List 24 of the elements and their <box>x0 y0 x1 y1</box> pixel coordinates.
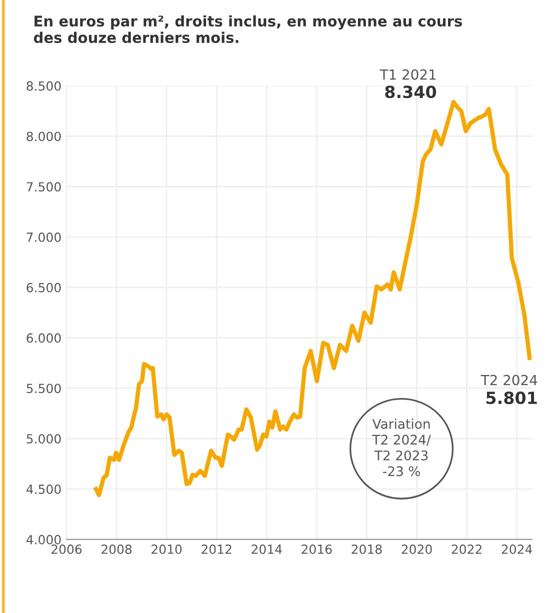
annotation: Variation T2 2024/ T2 2023 -23 % <box>372 418 431 476</box>
y-tick-label: 5.500 <box>26 384 61 394</box>
x-tick-label: 2008 <box>102 544 132 554</box>
y-tick-label: 7.000 <box>26 232 61 242</box>
x-tick-label: 2020 <box>402 544 432 554</box>
y-tick-label: 6.500 <box>26 282 61 292</box>
x-tick-label: 2022 <box>452 544 482 554</box>
x-tick-label: 2024 <box>502 544 532 554</box>
y-tick-label: 4.000 <box>26 534 61 544</box>
y-tick-label: 4.500 <box>26 484 61 494</box>
x-tick-label: 2010 <box>152 544 182 554</box>
x-tick-label: 2016 <box>302 544 332 554</box>
y-tick-label: 8.000 <box>26 132 61 142</box>
y-tick-label: 7.500 <box>26 182 61 192</box>
annotation: T1 2021 8.340 <box>380 69 436 98</box>
y-tick-label: 6.000 <box>26 333 61 343</box>
chart-title: En euros par m², droits inclus, en moyenne au cours des douze derniers mois. <box>34 15 462 44</box>
x-tick-label: 2006 <box>51 544 82 554</box>
x-tick-label: 2014 <box>252 544 282 554</box>
y-tick-label: 5.000 <box>26 434 61 444</box>
x-tick-label: 2018 <box>352 544 382 554</box>
annotation: T2 2024 5.801 <box>480 374 538 404</box>
x-tick-label: 2012 <box>202 544 232 554</box>
y-tick-label: 8.500 <box>26 81 61 91</box>
